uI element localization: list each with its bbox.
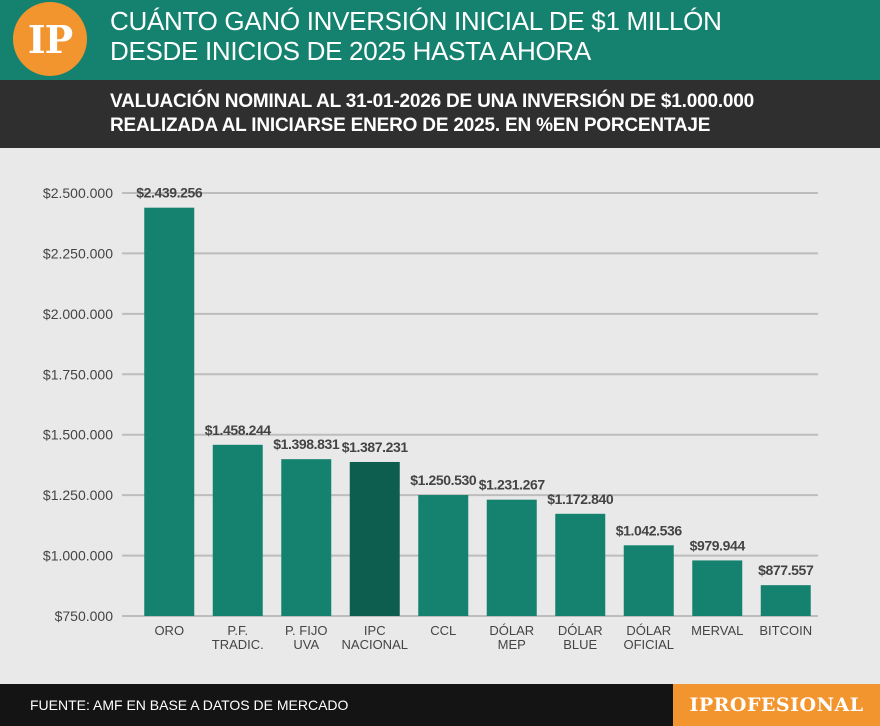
x-category-label: DÓLAR bbox=[558, 623, 603, 638]
title-line-2: DESDE INICIOS DE 2025 HASTA AHORA bbox=[110, 36, 591, 66]
subtitle-banner: VALUACIÓN NOMINAL AL 31-01-2026 DE UNA I… bbox=[0, 80, 880, 148]
x-category-label: BITCOIN bbox=[759, 623, 812, 638]
x-category-label: BLUE bbox=[563, 637, 597, 652]
y-tick-label: $1.500.000 bbox=[43, 427, 113, 443]
x-category-label: P. FIJO bbox=[285, 623, 327, 638]
bar-value-label: $1.231.267 bbox=[479, 477, 546, 493]
y-tick-label: $2.250.000 bbox=[43, 245, 113, 261]
title-line-1: CUÁNTO GANÓ INVERSIÓN INICIAL DE $1 MILL… bbox=[110, 6, 722, 36]
x-category-label: TRADIC. bbox=[212, 637, 264, 652]
bar bbox=[760, 585, 811, 616]
y-tick-label: $2.500.000 bbox=[43, 185, 113, 201]
bar bbox=[349, 461, 400, 616]
bar bbox=[418, 495, 469, 616]
x-category-label: MEP bbox=[498, 637, 526, 652]
page-title: CUÁNTO GANÓ INVERSIÓN INICIAL DE $1 MILL… bbox=[110, 6, 870, 66]
bar bbox=[692, 560, 743, 616]
brand-logo: IPROFESIONAL bbox=[673, 684, 880, 726]
bar-value-label: $2.439.256 bbox=[136, 185, 203, 201]
iprofesional-logo: IP bbox=[13, 2, 87, 76]
bar-value-label: $1.042.536 bbox=[616, 522, 683, 538]
header-banner: IP CUÁNTO GANÓ INVERSIÓN INICIAL DE $1 M… bbox=[0, 0, 880, 80]
source-note: FUENTE: AMF EN BASE A DATOS DE MERCADO bbox=[30, 697, 349, 713]
bar bbox=[555, 513, 606, 616]
y-tick-label: $1.750.000 bbox=[43, 366, 113, 382]
bar-value-label: $1.398.831 bbox=[273, 436, 340, 452]
footer: FUENTE: AMF EN BASE A DATOS DE MERCADO I… bbox=[0, 684, 880, 726]
x-category-label: CCL bbox=[430, 623, 456, 638]
x-category-label: NACIONAL bbox=[342, 637, 408, 652]
bar-chart: $750.000 $1.000.000 $1.250.000 $1.500.000 $1… bbox=[43, 185, 818, 652]
bar-value-label: $1.458.244 bbox=[205, 422, 272, 438]
x-category-label: ORO bbox=[154, 623, 184, 638]
x-category-label: OFICIAL bbox=[623, 637, 674, 652]
bar bbox=[212, 444, 263, 616]
bar-value-label: $1.387.231 bbox=[342, 439, 409, 455]
x-category-label: IPC bbox=[364, 623, 386, 638]
bar bbox=[486, 499, 537, 616]
bar-value-label: $877.557 bbox=[758, 562, 814, 578]
y-tick-label: $2.000.000 bbox=[43, 306, 113, 322]
y-tick-label: $1.000.000 bbox=[43, 548, 113, 564]
x-category-label: DÓLAR bbox=[626, 623, 671, 638]
x-category-label: MERVAL bbox=[691, 623, 743, 638]
y-tick-label: $750.000 bbox=[55, 608, 114, 624]
bar-value-label: $1.172.840 bbox=[547, 491, 614, 507]
bar bbox=[623, 545, 674, 616]
bar bbox=[144, 207, 195, 617]
bar-value-label: $979.944 bbox=[690, 537, 746, 553]
x-category-label: DÓLAR bbox=[489, 623, 534, 638]
x-category-label: P.F. bbox=[227, 623, 248, 638]
bar bbox=[281, 459, 332, 616]
chart-area: $750.000 $1.000.000 $1.250.000 $1.500.000 $1… bbox=[0, 148, 880, 684]
x-category-label: UVA bbox=[293, 637, 319, 652]
chart-subtitle: VALUACIÓN NOMINAL AL 31-01-2026 DE UNA I… bbox=[110, 90, 870, 138]
subtitle-line-1: VALUACIÓN NOMINAL AL 31-01-2026 DE UNA I… bbox=[110, 91, 755, 112]
bar-value-label: $1.250.530 bbox=[410, 472, 477, 488]
subtitle-line-2: REALIZADA AL INICIARSE ENERO DE 2025. EN… bbox=[110, 115, 711, 136]
y-tick-label: $1.250.000 bbox=[43, 487, 113, 503]
